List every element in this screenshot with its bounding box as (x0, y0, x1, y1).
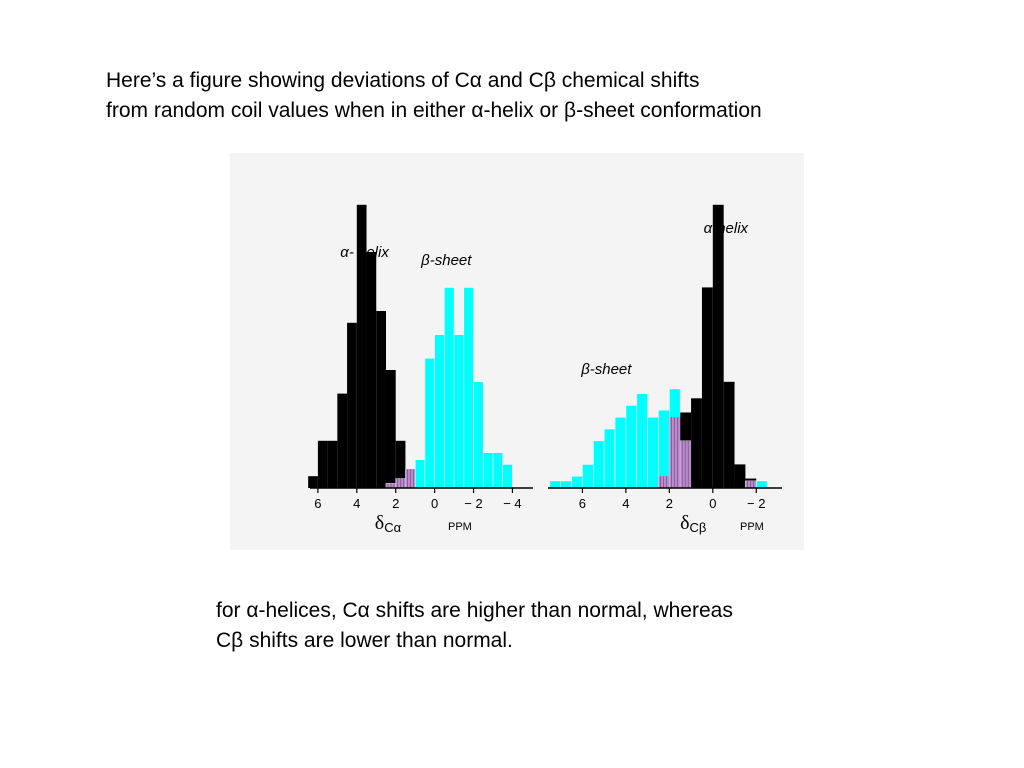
x-axis-unit: PPM (448, 521, 472, 533)
x-tick-label: 4 (353, 496, 360, 511)
alpha-helix-bar (327, 440, 338, 488)
overlap-bar (669, 417, 681, 488)
alpha-helix-bar (712, 204, 724, 489)
beta-sheet-bar (424, 357, 435, 489)
intro-text: Here’s a figure showing deviations of Cα… (106, 66, 986, 126)
alpha-helix-label: α- helix (340, 244, 389, 261)
overlap-bar (680, 440, 692, 488)
alpha-helix-bar (317, 440, 328, 488)
beta-sheet-bar (625, 405, 638, 489)
alpha-helix-bar (385, 370, 396, 488)
alpha-helix-bar (366, 252, 377, 488)
x-tick-label: 4 (622, 496, 629, 511)
alpha-helix-bar (337, 393, 348, 488)
x-tick-label: − 4 (503, 496, 521, 511)
beta-sheet-label: β-sheet (420, 252, 472, 269)
alpha-helix-bar (691, 398, 702, 488)
beta-sheet-bar (414, 459, 426, 489)
beta-sheet-bar (603, 428, 616, 489)
alpha-helix-bar (734, 464, 746, 488)
beta-sheet-bar (492, 452, 504, 489)
intro-line-1: Here’s a figure showing deviations of Cα… (106, 69, 700, 92)
histogram-ca: 6 4 2 0 − 2 − 4 δCα PPM α- helix β-sheet (308, 204, 533, 535)
beta-sheet-bar (453, 334, 465, 489)
x-tick-label: − 2 (464, 496, 482, 511)
alpha-helix-bar (308, 476, 318, 488)
alpha-helix-bar (376, 311, 386, 488)
beta-sheet-bar (647, 416, 659, 489)
x-tick-label: 2 (666, 496, 673, 511)
histogram-cb: 6 4 2 0 − 2 δCβ PPM α-helix β-sheet (548, 204, 782, 535)
alpha-helix-bar (347, 322, 357, 488)
alpha-helix-bar (395, 440, 406, 488)
beta-sheet-bar (463, 287, 474, 489)
x-tick-label: 6 (314, 496, 321, 511)
beta-sheet-bar (582, 464, 594, 489)
beta-sheet-bar (482, 452, 494, 489)
conclusion-line-1: for α-helices, Cα shifts are higher than… (216, 599, 733, 622)
x-tick-label: 2 (392, 496, 399, 511)
beta-sheet-bar (636, 393, 648, 489)
overlap-bar (745, 480, 757, 488)
x-axis-title: δCα (375, 512, 402, 535)
overlap-bar (658, 476, 670, 488)
x-tick-label: 0 (709, 496, 716, 511)
beta-sheet-bar (571, 475, 583, 489)
alpha-helix-bar (356, 204, 367, 489)
conclusion-line-2: Cβ shifts are lower than normal. (216, 629, 513, 652)
alpha-helix-bar (701, 287, 713, 488)
x-axis-title: δCβ (680, 512, 706, 535)
beta-sheet-bar (614, 416, 627, 489)
beta-sheet-bar (444, 287, 455, 489)
x-tick-label: 0 (431, 496, 438, 511)
beta-sheet-bar (549, 480, 561, 489)
beta-sheet-bar (473, 381, 484, 489)
figure-panel: 6 4 2 0 − 2 − 4 δCα PPM α- helix β-sheet 6 4 2 0 − 2 δC… (230, 153, 804, 550)
beta-sheet-bar (560, 480, 572, 489)
alpha-helix-label: α-helix (704, 220, 749, 237)
x-axis-unit: PPM (740, 521, 764, 533)
beta-sheet-label: β-sheet (580, 361, 632, 378)
beta-sheet-bar (755, 480, 768, 489)
beta-sheet-bar (592, 440, 605, 489)
x-tick-label: − 2 (747, 496, 765, 511)
x-tick-label: 6 (579, 496, 586, 511)
conclusion-text: for α-helices, Cα shifts are higher than… (216, 596, 916, 656)
beta-sheet-bar (502, 464, 513, 489)
intro-line-2: from random coil values when in either α… (106, 99, 762, 122)
chemical-shift-histograms: 6 4 2 0 − 2 − 4 δCα PPM α- helix β-sheet 6 4 2 0 − 2 δC… (308, 204, 782, 535)
alpha-helix-bar (723, 381, 735, 488)
beta-sheet-bar (434, 334, 445, 489)
